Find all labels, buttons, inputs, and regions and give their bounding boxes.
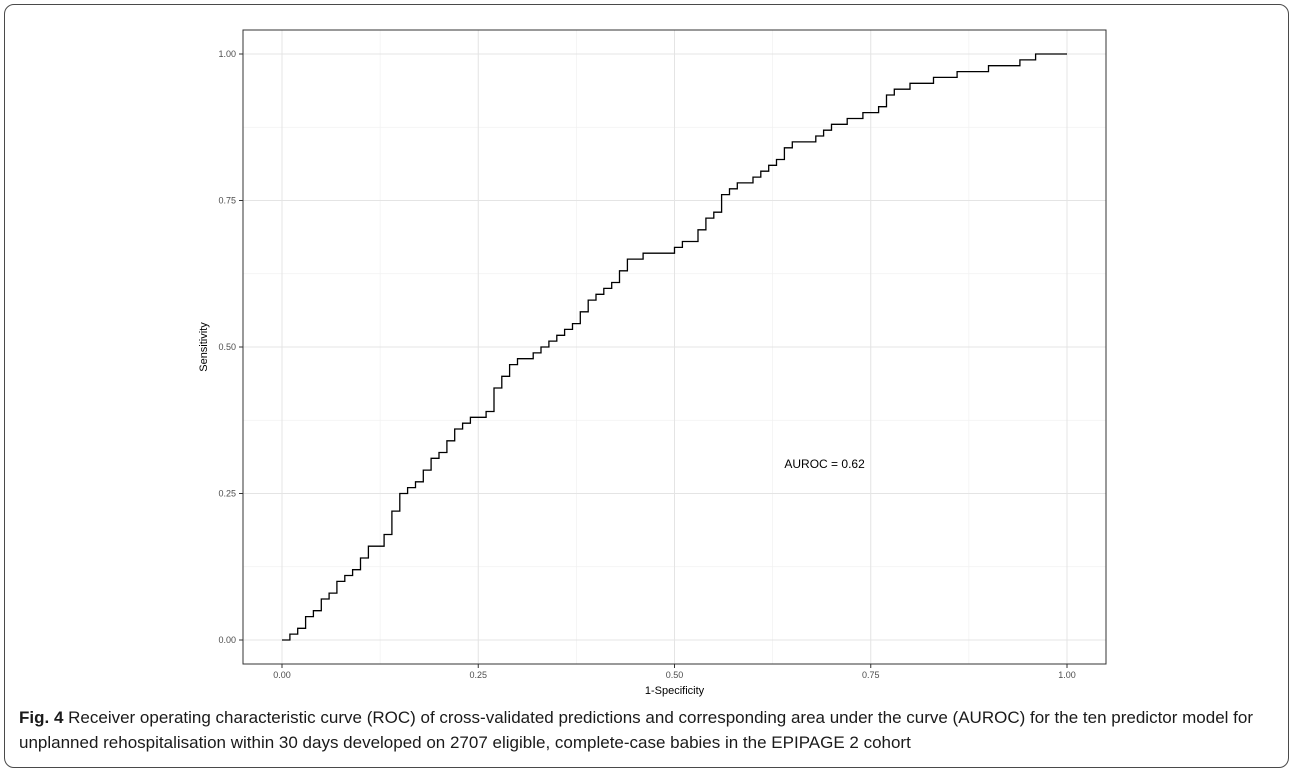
y-axis-title: Sensitivity	[198, 322, 210, 372]
x-tick-label: 0.50	[666, 670, 684, 680]
y-tick-label: 1.00	[218, 49, 236, 59]
x-tick-label: 1.00	[1058, 670, 1076, 680]
x-tick-label: 0.25	[469, 670, 487, 680]
x-tick-labels: 0.00 0.25 0.50 0.75 1.00	[273, 670, 1076, 680]
figure-label: Fig. 4	[19, 708, 64, 727]
y-tick-label: 0.75	[218, 196, 236, 206]
y-tick-label: 0.00	[218, 635, 236, 645]
y-tick-label: 0.50	[218, 342, 236, 352]
roc-chart: 0.00 0.25 0.50 0.75 1.00 0.00 0.25 0.50 0.75 1.0…	[198, 29, 1107, 697]
x-tick-label: 0.00	[273, 670, 291, 680]
x-axis-title: 1-Specificity	[645, 685, 705, 697]
y-tick-label: 0.25	[218, 489, 236, 499]
grid-major	[243, 30, 1106, 664]
figure-caption-text: Receiver operating characteristic curve …	[19, 708, 1253, 752]
figure-frame	[4, 4, 1289, 768]
auroc-annotation: AUROC = 0.62	[784, 457, 865, 471]
axis-ticks	[239, 53, 1068, 668]
roc-curve-line	[282, 53, 1067, 641]
figure-caption: Fig. 4 Receiver operating characteristic…	[19, 705, 1279, 755]
y-tick-labels: 0.00 0.25 0.50 0.75 1.00	[218, 49, 236, 645]
x-tick-label: 0.75	[862, 670, 880, 680]
